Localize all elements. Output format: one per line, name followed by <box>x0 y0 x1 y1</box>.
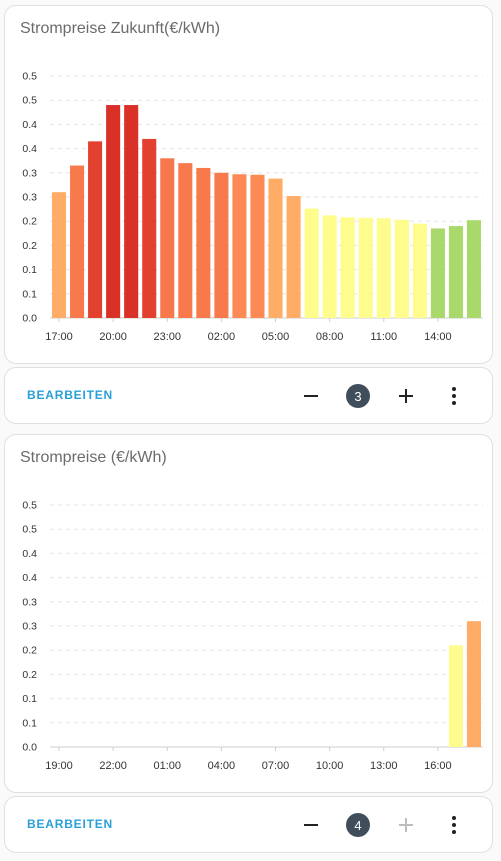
price-bar[interactable] <box>124 105 139 318</box>
position-badge: 4 <box>346 813 370 837</box>
price-bar[interactable] <box>322 215 337 318</box>
y-tick-label: 0.3 <box>22 621 37 633</box>
more-options-button[interactable] <box>440 811 468 839</box>
y-tick-label: 0.0 <box>22 313 37 325</box>
x-tick-label: 20:00 <box>99 331 127 343</box>
x-tick-label: 16:00 <box>424 760 452 772</box>
price-bar[interactable] <box>448 645 463 747</box>
price-bar[interactable] <box>430 228 445 318</box>
y-tick-label: 0.4 <box>22 548 37 560</box>
edit-button[interactable]: BEARBEITEN <box>27 388 114 402</box>
y-tick-label: 0.2 <box>22 669 37 681</box>
price-bar[interactable] <box>250 174 265 318</box>
x-tick-label: 05:00 <box>262 331 290 343</box>
price-bar[interactable] <box>466 220 482 318</box>
y-tick-label: 0.3 <box>22 192 37 204</box>
y-tick-label: 0.1 <box>22 288 37 300</box>
price-bar[interactable] <box>358 217 373 318</box>
price-bar[interactable] <box>51 192 67 318</box>
price-bar[interactable] <box>88 141 103 318</box>
y-tick-label: 0.3 <box>22 596 37 608</box>
price-bar[interactable] <box>268 178 283 318</box>
x-tick-label: 13:00 <box>370 760 398 772</box>
minus-icon <box>304 824 318 826</box>
y-tick-label: 0.4 <box>22 572 37 584</box>
price-bar[interactable] <box>232 174 247 318</box>
price-bar[interactable] <box>70 165 85 318</box>
y-tick-label: 0.2 <box>22 645 37 657</box>
price-bar[interactable] <box>412 223 427 318</box>
y-tick-label: 0.5 <box>22 524 37 536</box>
price-current-chart: 0.0 0.1 0.1 0.2 0.2 0.3 0.3 0.4 0.4 0.5 0.5 19:00 22… <box>22 500 483 772</box>
y-tick-label: 0.5 <box>22 71 37 83</box>
price-bar[interactable] <box>178 163 193 318</box>
price-bar[interactable] <box>304 208 319 318</box>
price-bar[interactable] <box>466 621 482 747</box>
x-tick-label: 01:00 <box>154 760 182 772</box>
y-tick-label: 0.1 <box>22 717 37 729</box>
price-bar[interactable] <box>142 138 157 318</box>
more-vert-icon <box>452 816 456 820</box>
card-title: Strompreise Zukunft(€/kWh) <box>20 20 221 37</box>
price-bar[interactable] <box>214 172 229 318</box>
card-controls-1: BEARBEITEN 3 <box>4 367 493 424</box>
x-tick-label: 17:00 <box>45 331 73 343</box>
x-tick-label: 19:00 <box>45 760 73 772</box>
more-vert-icon <box>452 387 456 391</box>
y-tick-label: 0.3 <box>22 167 37 179</box>
card-controls-2: BEARBEITEN 4 <box>4 796 493 853</box>
price-bar[interactable] <box>376 218 391 318</box>
x-tick-label: 14:00 <box>424 331 452 343</box>
y-tick-label: 0.1 <box>22 264 37 276</box>
price-forecast-card: Strompreise Zukunft(€/kWh) 0.0 0.1 0.1 0.2 0… <box>4 5 493 364</box>
increase-button[interactable] <box>392 382 420 410</box>
price-current-card: Strompreise (€/kWh) 0.0 0.1 0.1 0.2 0.2 0.3 0.… <box>4 434 493 793</box>
price-bar[interactable] <box>196 167 211 318</box>
edit-button[interactable]: BEARBEITEN <box>27 817 114 831</box>
x-tick-label: 22:00 <box>99 760 127 772</box>
x-tick-label: 04:00 <box>208 760 236 772</box>
x-tick-label: 02:00 <box>208 331 236 343</box>
card-title: Strompreise (€/kWh) <box>20 449 167 466</box>
decrease-button[interactable] <box>297 382 325 410</box>
y-tick-label: 0.5 <box>22 500 37 512</box>
y-tick-label: 0.5 <box>22 95 37 107</box>
more-options-button[interactable] <box>440 382 468 410</box>
y-tick-label: 0.4 <box>22 143 37 155</box>
y-tick-label: 0.1 <box>22 693 37 705</box>
price-bar[interactable] <box>394 219 409 318</box>
price-bar[interactable] <box>340 217 355 318</box>
increase-button[interactable] <box>392 811 420 839</box>
price-bar[interactable] <box>160 158 175 318</box>
x-tick-label: 11:00 <box>370 331 397 343</box>
price-bar[interactable] <box>106 105 121 318</box>
minus-icon <box>304 395 318 397</box>
position-badge: 3 <box>346 384 370 408</box>
y-tick-label: 0.2 <box>22 216 37 228</box>
x-tick-label: 08:00 <box>316 331 344 343</box>
y-tick-label: 0.4 <box>22 119 37 131</box>
x-tick-label: 10:00 <box>316 760 344 772</box>
price-forecast-chart: 0.0 0.1 0.1 0.2 0.2 0.3 0.3 0.4 0.4 0.5 0.5 17:00 20… <box>22 71 483 343</box>
y-tick-label: 0.0 <box>22 742 37 754</box>
y-tick-label: 0.2 <box>22 240 37 252</box>
x-tick-label: 07:00 <box>262 760 290 772</box>
price-bar[interactable] <box>286 196 301 318</box>
x-tick-label: 23:00 <box>154 331 182 343</box>
decrease-button[interactable] <box>297 811 325 839</box>
price-bar[interactable] <box>448 226 463 318</box>
